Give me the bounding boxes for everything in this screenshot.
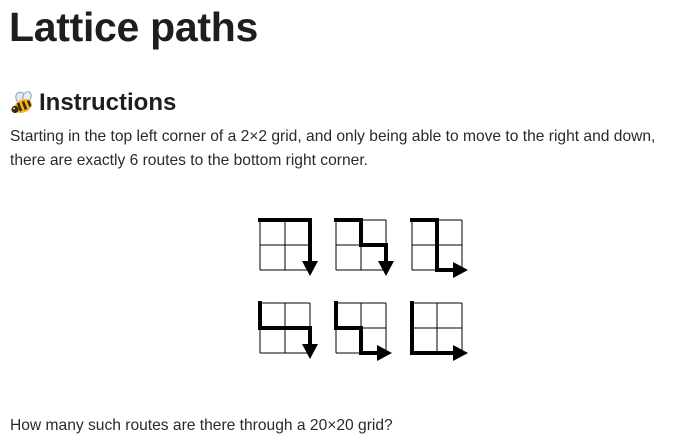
route-path [410, 301, 455, 355]
route-arrowhead [302, 344, 318, 359]
route-path [334, 301, 379, 355]
route-diagram [410, 218, 468, 278]
route-diagram [334, 301, 392, 361]
intro-paragraph: Starting in the top left corner of a 2×2… [10, 128, 656, 169]
route-arrowhead [377, 345, 392, 361]
route-arrowhead [453, 262, 468, 278]
instructions-heading: Instructions [10, 88, 176, 118]
route-diagram [334, 218, 394, 276]
question-paragraph: How many such routes are there through a… [10, 417, 393, 434]
instructions-heading-label: Instructions [39, 89, 177, 116]
route-arrowhead [302, 261, 318, 276]
route-path [410, 218, 455, 272]
route-arrowhead [453, 345, 468, 361]
route-diagram [258, 218, 318, 276]
route-path [258, 218, 312, 263]
page-title: Lattice paths [9, 4, 258, 50]
route-arrowhead [378, 261, 394, 276]
lattice-routes-figure [255, 212, 470, 372]
route-path [334, 218, 388, 263]
route-path [258, 301, 312, 346]
bee-icon [10, 91, 36, 115]
route-diagram [258, 301, 318, 359]
lattice-routes-diagram [258, 218, 468, 361]
route-diagram [410, 301, 468, 361]
